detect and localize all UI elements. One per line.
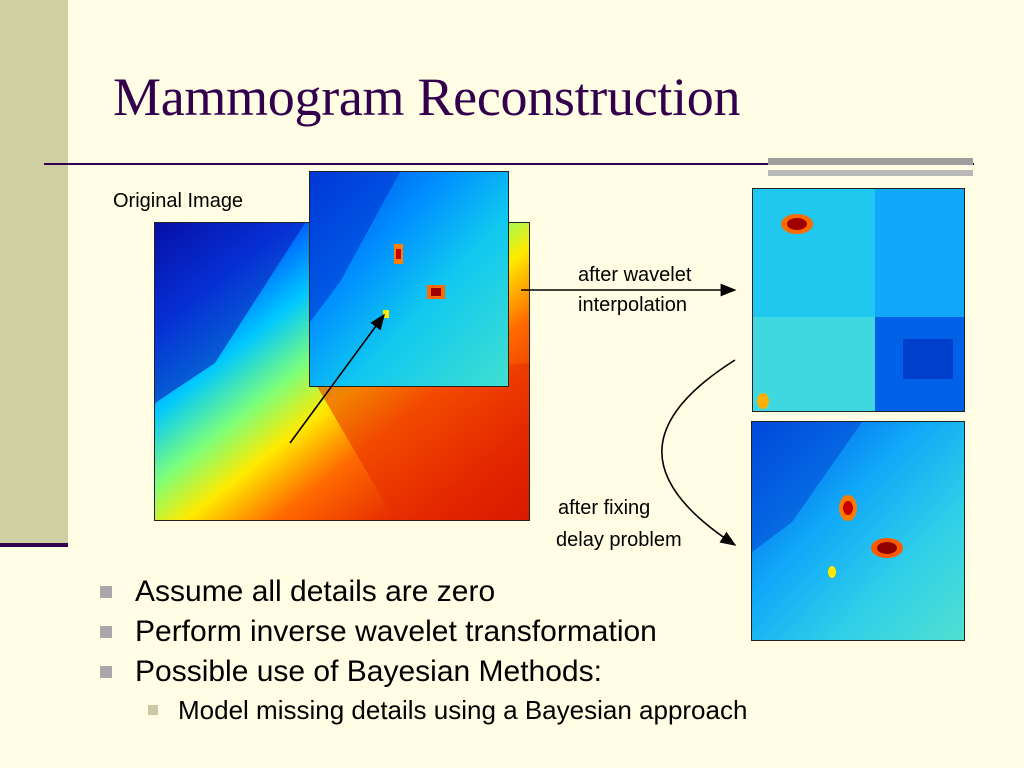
wavelet-label-line2: interpolation [578,294,687,316]
delay-fixed-image [751,421,965,641]
original-image-label: Original Image [113,190,244,212]
decor-bar [768,158,973,165]
fixing-label-line2: delay problem [556,529,682,551]
bullet-marker [100,626,112,638]
bullet-list: Assume all details are zero Perform inve… [98,572,898,728]
title-rule [44,163,974,165]
bullet-marker [100,666,112,678]
side-band [0,0,68,546]
bullet-text: Possible use of Bayesian Methods: [135,655,602,688]
side-divider [0,543,68,547]
bullet-marker [100,586,112,598]
bullet-text: Assume all details are zero [135,575,496,608]
wavelet-interpolation-image [752,188,965,412]
zoomed-inset-image [309,171,509,387]
decor-bar-2 [768,170,973,176]
bullet-item: Possible use of Bayesian Methods: [98,652,898,692]
bullet-item: Assume all details are zero [98,572,898,612]
wavelet-label-line1: after wavelet [578,264,692,286]
delay-fix-arrow [661,359,737,546]
fixing-label-line1: after fixing [558,497,651,519]
sub-bullet-marker [148,705,158,715]
sub-bullet-text: Model missing details using a Bayesian a… [178,695,748,725]
sub-bullet-item: Model missing details using a Bayesian a… [148,692,898,728]
bullet-item: Perform inverse wavelet transformation [98,612,898,652]
bullet-text: Perform inverse wavelet transformation [135,615,657,648]
slide-title: Mammogram Reconstruction [113,67,741,127]
